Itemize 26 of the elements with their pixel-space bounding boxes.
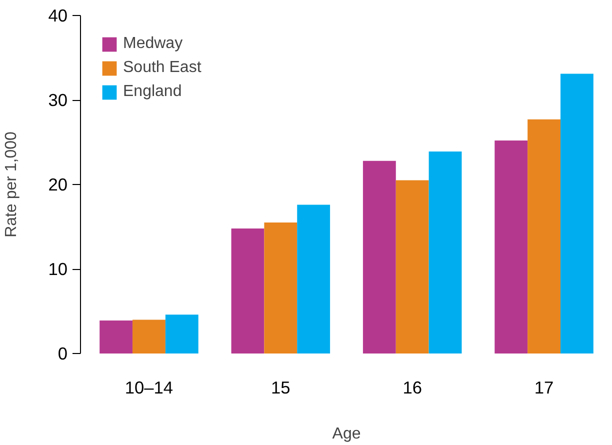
x-tick-label: 16: [402, 378, 422, 398]
x-tick-label: 17: [534, 378, 554, 398]
x-tick-label: 15: [271, 378, 290, 398]
x-axis-title: Age: [332, 426, 361, 442]
y-tick-label: 0: [58, 344, 68, 364]
bar: [264, 222, 298, 354]
bar: [396, 180, 429, 354]
bar: [362, 160, 396, 354]
y-tick-label: 20: [48, 174, 68, 194]
x-tick-label: 10–14: [124, 378, 174, 398]
bar: [428, 152, 462, 354]
bar: [132, 320, 166, 354]
y-tick-label: 30: [48, 90, 68, 110]
bar: [560, 74, 594, 354]
bar: [528, 119, 560, 354]
y-axis-title: Rate per 1,000: [3, 131, 20, 238]
bar: [165, 314, 198, 354]
y-tick-label: 10: [48, 259, 68, 279]
bar: [297, 204, 330, 354]
bar: [100, 320, 133, 354]
legend-label: Medway: [123, 35, 183, 53]
bar: [231, 228, 264, 354]
legend-label: South East: [123, 59, 202, 77]
y-tick-label: 40: [48, 6, 68, 26]
legend-label: England: [123, 83, 182, 101]
bar: [494, 140, 528, 354]
